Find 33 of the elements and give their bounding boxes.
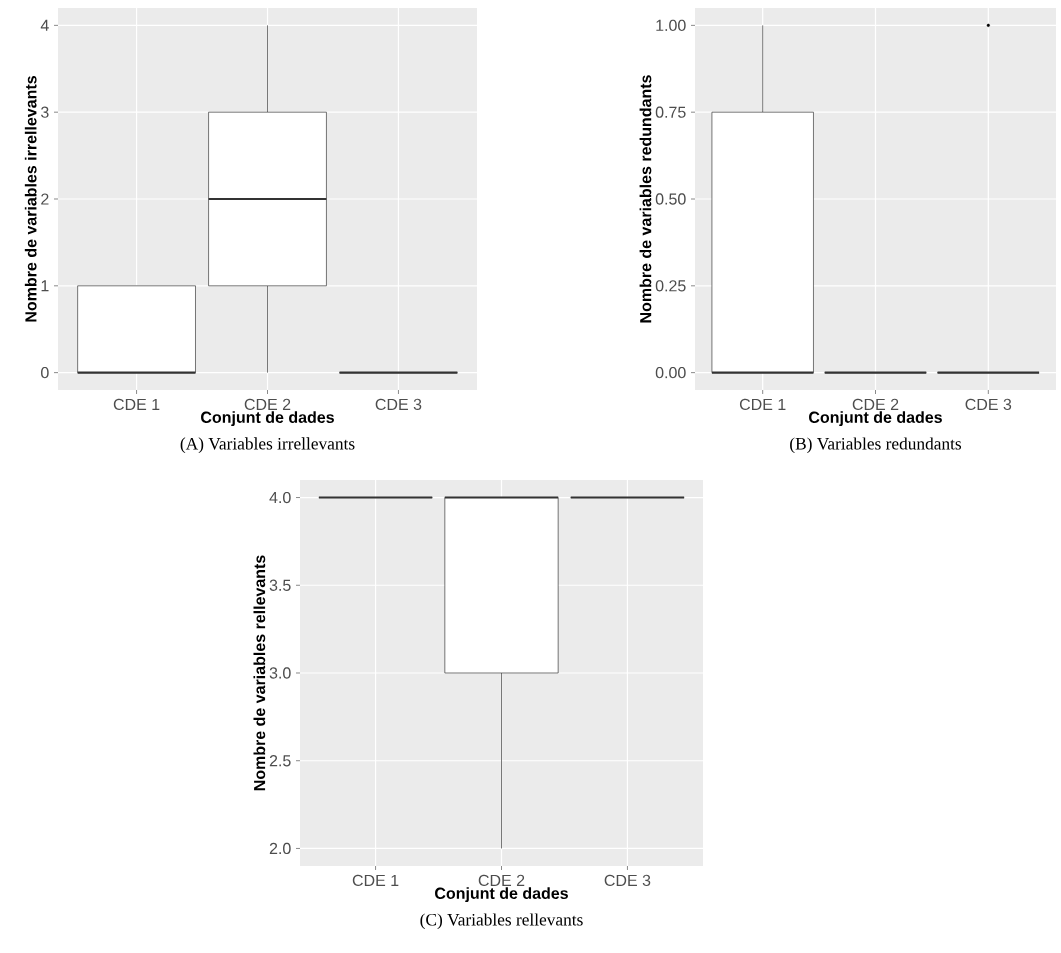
x-tick-label: CDE 3 — [375, 398, 422, 411]
y-tick-label: 4.0 — [269, 491, 291, 504]
y-tick-label: 0.00 — [655, 366, 686, 379]
x-tick-label: CDE 2 — [244, 398, 291, 411]
y-tick-label: 0.25 — [655, 280, 686, 292]
x-tick-label: CDE 1 — [739, 398, 786, 411]
text: (A) Variables irrellevants — [180, 437, 355, 454]
y-tick-label: 0.75 — [655, 106, 686, 118]
y-tick-label: 0 — [41, 366, 49, 379]
y-tick-label: 2 — [41, 193, 49, 205]
x-tick-label: CDE 2 — [478, 874, 525, 887]
text: (C) Variables rellevants — [420, 913, 583, 930]
x-tick-label: CDE 2 — [852, 398, 899, 411]
y-axis-title: Nombre de variables irrellevants — [24, 76, 37, 322]
y-tick-label: 3.0 — [269, 667, 291, 679]
text: (B) Variables redundants — [790, 437, 962, 454]
x-axis-title: Conjunt de dades — [201, 411, 334, 427]
y-tick-label: 3.5 — [269, 579, 291, 591]
x-tick-label: CDE 1 — [352, 874, 399, 887]
y-tick-label: 1 — [41, 280, 49, 292]
x-axis-title: Conjunt de dades — [809, 411, 942, 427]
x-tick-label: CDE 3 — [604, 874, 651, 887]
y-axis-title: Nombre de variables rellevants — [253, 555, 266, 791]
x-tick-label: CDE 3 — [965, 398, 1012, 411]
y-tick-label: 4 — [40, 19, 49, 31]
y-tick-label: 2.0 — [269, 842, 291, 855]
y-tick-label: 2.5 — [269, 755, 291, 767]
y-tick-label: 0.50 — [655, 193, 686, 205]
y-axis-title: Nombre de variables redundants — [639, 75, 652, 323]
y-tick-label: 3 — [41, 106, 49, 118]
x-tick-label: CDE 1 — [113, 398, 160, 411]
x-axis-title: Conjunt de dades — [435, 887, 568, 903]
y-tick-label: 1.00 — [656, 19, 686, 32]
